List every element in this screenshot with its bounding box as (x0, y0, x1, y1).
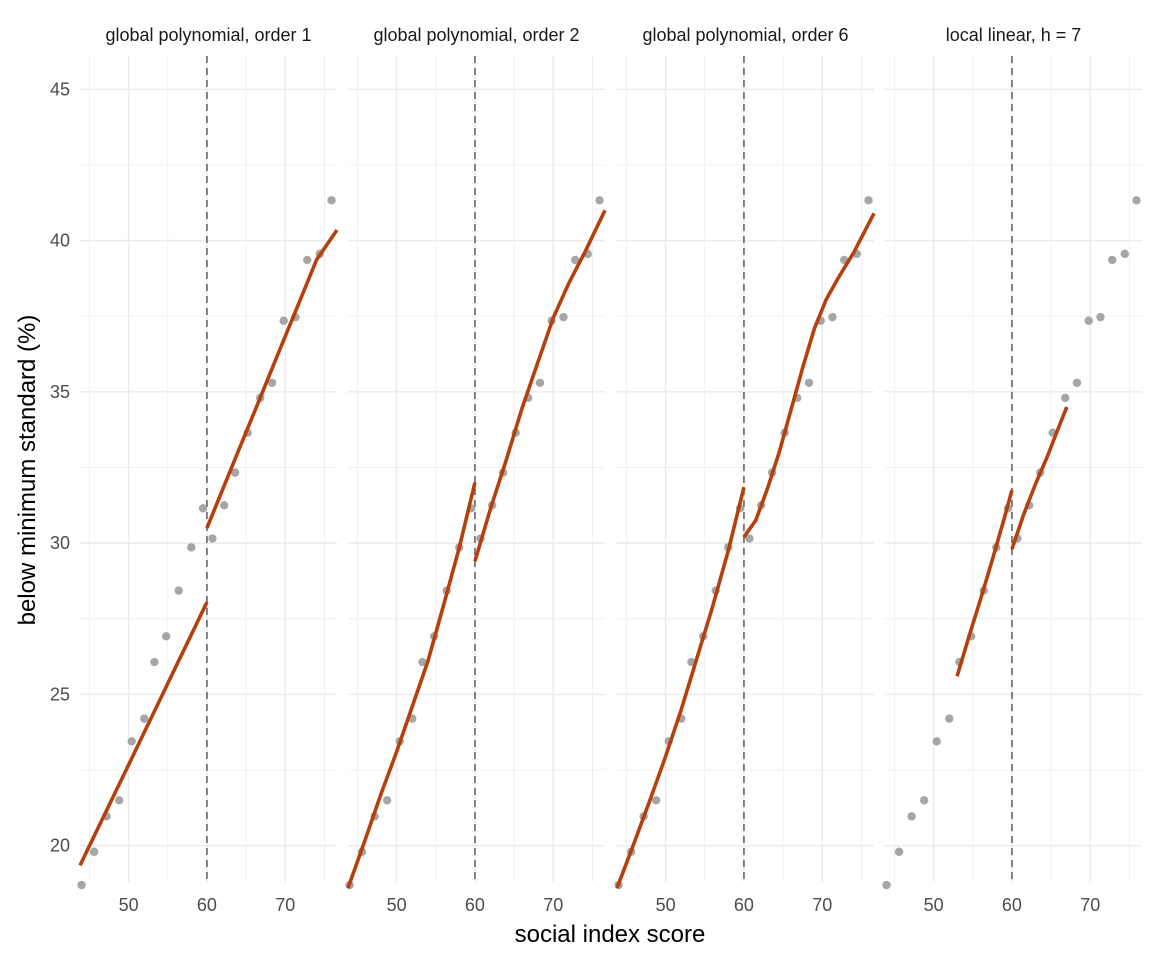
fit-line (473, 209, 607, 562)
y-tick-label: 30 (50, 533, 70, 553)
data-point (230, 468, 240, 477)
data-point (77, 880, 86, 890)
x-axis-label: social index score (515, 921, 706, 948)
fit-line (615, 486, 746, 889)
x-axis-ticks: 50 60 70 50 60 70 50 60 70 50 60 70 (119, 895, 1101, 915)
fit-line (205, 228, 339, 529)
panel-titles: global polynomial, order 1 global polynom… (105, 25, 1081, 45)
x-tick-label: 60 (197, 895, 217, 915)
data-point (418, 657, 427, 667)
y-tick-label: 40 (50, 231, 70, 251)
data-point (651, 796, 661, 805)
data-point (1096, 312, 1105, 322)
x-tick-label: 50 (656, 895, 676, 915)
y-tick-label: 45 (50, 79, 70, 99)
panel-title: global polynomial, order 1 (105, 25, 311, 45)
data-point (89, 847, 99, 856)
fit-line (1010, 406, 1069, 550)
data-point (945, 714, 954, 723)
data-point (804, 378, 814, 387)
data-point (150, 657, 159, 667)
data-point (303, 255, 312, 265)
y-axis-label: below minimum standard (%) (14, 315, 41, 626)
x-tick-label: 70 (812, 895, 832, 915)
data-point (894, 847, 904, 856)
data-point (1084, 316, 1093, 325)
data-point (571, 255, 580, 265)
data-point (174, 586, 183, 595)
data-point (864, 196, 873, 205)
fit-line (955, 489, 1014, 677)
cutoff-lines (206, 56, 1013, 882)
data-point (1072, 378, 1082, 387)
data-point (907, 812, 916, 821)
x-tick-label: 60 (1002, 895, 1022, 915)
data-point (1108, 255, 1117, 265)
data-point (219, 501, 229, 510)
data-point (932, 737, 941, 746)
data-point (828, 312, 837, 322)
data-point (882, 880, 891, 890)
x-tick-label: 50 (387, 895, 407, 915)
y-tick-label: 25 (50, 684, 70, 704)
data-point (1061, 393, 1070, 403)
data-point (919, 796, 929, 805)
data-point (535, 378, 545, 387)
data-point (1132, 196, 1141, 205)
fit-line (78, 601, 209, 867)
x-tick-label: 70 (275, 895, 295, 915)
x-tick-label: 70 (1080, 895, 1100, 915)
y-axis-ticks: 20 25 30 35 40 45 (50, 79, 70, 855)
data-point (127, 737, 136, 746)
data-point (382, 796, 392, 805)
data-point (267, 378, 277, 387)
x-tick-label: 50 (119, 895, 139, 915)
panel-title: global polynomial, order 6 (642, 25, 848, 45)
data-point (327, 196, 336, 205)
x-tick-label: 60 (465, 895, 485, 915)
panel-title: local linear, h = 7 (946, 25, 1082, 45)
data-point (1120, 249, 1129, 259)
y-tick-label: 35 (50, 382, 70, 402)
y-tick-label: 20 (50, 836, 70, 856)
data-point (559, 312, 568, 322)
data-point (140, 714, 149, 723)
x-tick-label: 50 (924, 895, 944, 915)
data-point (114, 796, 124, 805)
fit-lines (78, 209, 1069, 889)
data-point (187, 543, 196, 552)
data-point (745, 534, 754, 543)
grid-layer (80, 56, 1142, 882)
data-point (595, 196, 604, 205)
x-tick-label: 70 (543, 895, 563, 915)
fit-line (742, 212, 876, 539)
x-tick-label: 60 (734, 895, 754, 915)
data-point (279, 316, 288, 325)
data-point (161, 632, 171, 641)
data-point (208, 534, 217, 543)
data-point (198, 504, 208, 513)
panel-title: global polynomial, order 2 (373, 25, 579, 45)
fit-line (346, 482, 477, 889)
